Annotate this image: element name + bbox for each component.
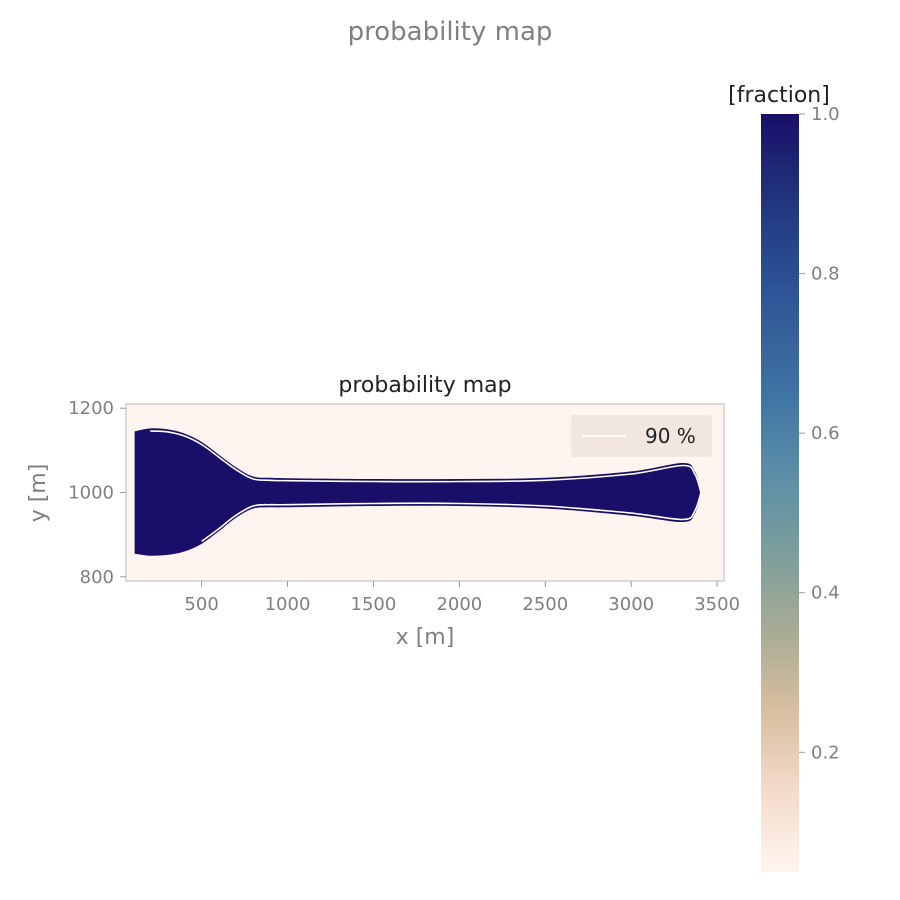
figure-suptitle: probability map (348, 17, 553, 47)
y-tick-label: 800 (80, 567, 114, 588)
contour-line-upper (150, 430, 703, 496)
x-tick-label: 3000 (608, 594, 654, 615)
colorbar-tick-label: 0.6 (811, 423, 840, 444)
chart-title: probability map (338, 373, 511, 398)
legend-box (571, 415, 712, 457)
colorbar-label: [fraction] (728, 83, 830, 108)
legend: 90 % (571, 415, 712, 457)
colorbar-tick-label: 0.8 (811, 264, 840, 285)
x-tick-label: 500 (184, 594, 218, 615)
y-axis-label: y [m] (26, 464, 51, 523)
y-axis-ticks: 800 1000 1200 (68, 398, 126, 588)
x-tick-label: 2500 (522, 594, 568, 615)
x-tick-label: 1000 (265, 594, 311, 615)
legend-entry: 90 % (645, 424, 696, 448)
x-tick-label: 3500 (694, 594, 740, 615)
x-axis-ticks: 500 1000 1500 2000 2500 3000 3500 (184, 581, 740, 615)
x-tick-label: 2000 (436, 594, 482, 615)
x-axis-label: x [m] (396, 625, 455, 650)
colorbar-gradient (761, 114, 799, 872)
contour-line-lower (201, 489, 703, 543)
colorbar-tick-label: 0.4 (811, 583, 840, 604)
y-tick-label: 1200 (68, 398, 114, 419)
colorbar: [fraction] 1.0 0.8 0.6 0.4 0.2 (728, 83, 840, 872)
probability-region (134, 428, 702, 556)
colorbar-tick-label: 1.0 (811, 104, 840, 125)
colorbar-ticks: 1.0 0.8 0.6 0.4 0.2 (799, 104, 840, 763)
heatmap-axes: probability map 500 1000 1500 2000 2500 3000 3… (26, 373, 740, 650)
colorbar-tick-label: 0.2 (811, 742, 840, 763)
x-tick-label: 1500 (351, 594, 397, 615)
y-tick-label: 1000 (68, 483, 114, 504)
